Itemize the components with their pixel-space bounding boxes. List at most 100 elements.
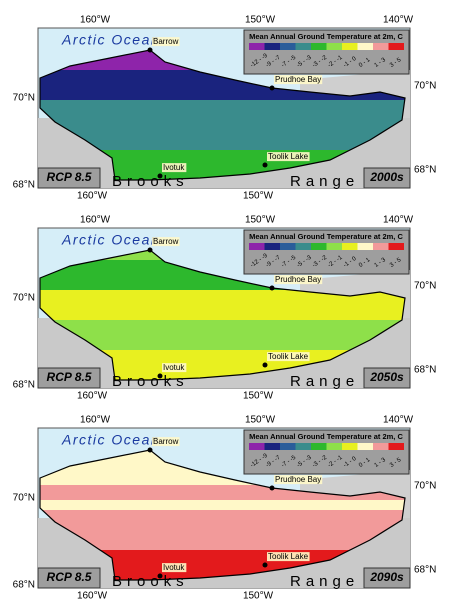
place-label: Toolik Lake [268,552,309,561]
longitude-label: 150°W [243,191,274,202]
legend-swatch [280,443,296,450]
place-label: Ivotuk [163,363,185,372]
legend-swatch [342,443,358,450]
scenario-label: RCP 8.5 [47,370,92,384]
ocean-label: Arctic Ocean [61,432,160,448]
place-label: Prudhoe Bay [275,75,321,84]
place-marker [157,573,163,579]
legend-swatch [311,443,327,450]
place-label-bg [152,237,180,247]
place-label-bg [274,75,323,85]
legend-title: Mean Annual Ground Temperature at 2m, C [249,432,403,441]
range-label: Range [290,173,359,190]
range-label: Range [290,573,359,590]
latitude-label: 70°N [13,493,35,504]
legend-swatch [373,243,389,250]
legend-swatch [373,43,389,50]
longitude-label: 150°W [245,215,276,226]
longitude-label: 150°W [245,415,276,426]
place-marker [269,85,275,91]
latitude-label: 68°N [414,165,436,176]
legend-swatch [264,43,280,50]
legend-swatch [249,43,265,50]
latitude-label: 68°N [13,380,35,391]
legend-title: Mean Annual Ground Temperature at 2m, C [249,232,403,241]
latitude-label: 70°N [414,81,436,92]
longitude-label: 160°W [80,215,111,226]
place-label-bg [267,152,310,162]
legend-swatch [326,443,342,450]
place-label-bg [152,437,180,447]
period-label: 2090s [369,570,404,584]
longitude-label: 140°W [383,415,414,426]
range-label: Range [290,373,359,390]
range-label: Brooks [112,173,189,190]
map-panel: 160°W 160°W 150°W 150°W 140°W 70°N 70°N 68°N 68°… [13,215,437,402]
place-marker [262,562,268,568]
latitude-label: 70°N [13,93,35,104]
longitude-label: 160°W [80,415,111,426]
place-label-bg [162,163,187,173]
ocean-label: Arctic Ocean [61,232,160,248]
legend-swatch [280,243,296,250]
place-marker [147,47,153,53]
longitude-label: 160°W [77,191,108,202]
legend-swatch [311,43,327,50]
study-area-outline [39,249,406,381]
scenario-box [37,367,101,389]
temperature-zone [40,320,405,350]
legend-swatch [342,43,358,50]
period-label: 2050s [369,370,404,384]
place-label: Barrow [153,237,179,246]
legend-swatch [326,243,342,250]
legend-swatch [264,243,280,250]
study-area-outline [39,449,406,581]
place-label: Ivotuk [163,563,185,572]
place-marker [269,285,275,291]
latitude-label: 70°N [414,281,436,292]
longitude-label: 150°W [243,591,274,600]
legend-swatch [326,43,342,50]
place-marker [157,173,163,179]
place-label-bg [267,552,310,562]
place-label: Toolik Lake [268,152,309,161]
place-label-bg [152,37,180,47]
longitude-label: 150°W [243,391,274,402]
temperature-zone [40,500,405,510]
legend-swatch [342,243,358,250]
legend-swatch [264,443,280,450]
place-marker [157,373,163,379]
period-box [363,167,411,189]
longitude-label: 160°W [80,15,111,26]
range-label: Brooks [112,373,189,390]
place-label: Prudhoe Bay [275,475,321,484]
longitude-label: 140°W [383,15,414,26]
legend-swatch [357,243,373,250]
place-marker [147,247,153,253]
latitude-label: 70°N [414,481,436,492]
map-panel: 160°W 160°W 150°W 150°W 140°W 70°N 70°N 68°N 68°… [13,15,437,202]
legend-box [243,29,410,75]
legend-swatch [357,443,373,450]
legend-box [243,229,410,275]
latitude-label: 68°N [13,580,35,591]
legend-swatch [357,43,373,50]
legend-swatch [373,443,389,450]
longitude-label: 150°W [245,15,276,26]
place-marker [262,362,268,368]
scenario-box [37,567,101,589]
longitude-label: 160°W [77,391,108,402]
ocean-label: Arctic Ocean [61,32,160,48]
place-marker [269,485,275,491]
range-label: Brooks [112,573,189,590]
legend-swatch [295,243,311,250]
place-label-bg [162,563,187,573]
legend-swatch [295,443,311,450]
scenario-label: RCP 8.5 [47,170,92,184]
latitude-label: 68°N [414,365,436,376]
period-box [363,367,411,389]
place-label: Barrow [153,437,179,446]
place-label-bg [267,352,310,362]
